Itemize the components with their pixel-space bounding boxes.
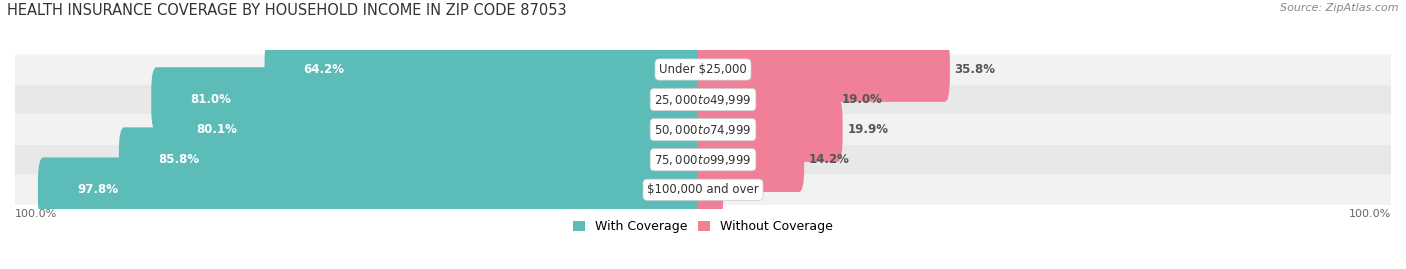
Legend: With Coverage, Without Coverage: With Coverage, Without Coverage <box>568 215 838 238</box>
FancyBboxPatch shape <box>120 128 709 192</box>
FancyBboxPatch shape <box>697 97 842 162</box>
Text: 2.2%: 2.2% <box>728 183 761 196</box>
Text: 14.2%: 14.2% <box>808 153 849 166</box>
Text: 97.8%: 97.8% <box>77 183 118 196</box>
FancyBboxPatch shape <box>157 97 709 162</box>
FancyBboxPatch shape <box>15 84 1391 115</box>
FancyBboxPatch shape <box>15 175 1391 205</box>
Text: HEALTH INSURANCE COVERAGE BY HOUSEHOLD INCOME IN ZIP CODE 87053: HEALTH INSURANCE COVERAGE BY HOUSEHOLD I… <box>7 3 567 18</box>
FancyBboxPatch shape <box>152 67 709 132</box>
FancyBboxPatch shape <box>15 55 1391 84</box>
Text: 81.0%: 81.0% <box>190 93 231 106</box>
Text: $75,000 to $99,999: $75,000 to $99,999 <box>654 153 752 167</box>
Text: Under $25,000: Under $25,000 <box>659 63 747 76</box>
Text: 100.0%: 100.0% <box>1348 209 1391 219</box>
Text: $25,000 to $49,999: $25,000 to $49,999 <box>654 93 752 107</box>
Text: 19.0%: 19.0% <box>841 93 882 106</box>
Text: $50,000 to $74,999: $50,000 to $74,999 <box>654 123 752 137</box>
Text: 35.8%: 35.8% <box>955 63 995 76</box>
Text: 85.8%: 85.8% <box>157 153 200 166</box>
Text: $100,000 and over: $100,000 and over <box>647 183 759 196</box>
FancyBboxPatch shape <box>38 157 709 222</box>
Text: 64.2%: 64.2% <box>304 63 344 76</box>
FancyBboxPatch shape <box>697 37 950 102</box>
Text: 80.1%: 80.1% <box>197 123 238 136</box>
FancyBboxPatch shape <box>15 145 1391 175</box>
FancyBboxPatch shape <box>697 128 804 192</box>
FancyBboxPatch shape <box>15 115 1391 145</box>
FancyBboxPatch shape <box>697 157 723 222</box>
FancyBboxPatch shape <box>697 67 837 132</box>
Text: 19.9%: 19.9% <box>848 123 889 136</box>
Text: 100.0%: 100.0% <box>15 209 58 219</box>
Text: Source: ZipAtlas.com: Source: ZipAtlas.com <box>1281 3 1399 13</box>
FancyBboxPatch shape <box>264 37 709 102</box>
